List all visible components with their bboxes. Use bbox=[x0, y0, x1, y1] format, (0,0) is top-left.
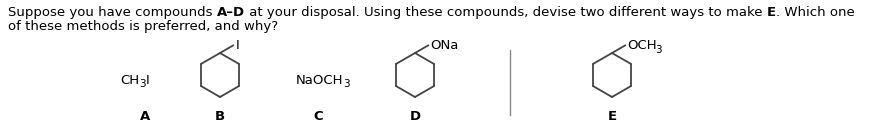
Text: B: B bbox=[215, 110, 225, 123]
Text: A: A bbox=[139, 110, 150, 123]
Text: A–D: A–D bbox=[217, 6, 245, 19]
Text: E: E bbox=[608, 110, 617, 123]
Text: E: E bbox=[766, 6, 776, 19]
Text: . Which one: . Which one bbox=[776, 6, 854, 19]
Text: C: C bbox=[313, 110, 323, 123]
Text: I: I bbox=[235, 39, 239, 52]
Text: at your disposal. Using these compounds, devise two different ways to make: at your disposal. Using these compounds,… bbox=[245, 6, 766, 19]
Text: Suppose you have compounds: Suppose you have compounds bbox=[8, 6, 217, 19]
Text: D: D bbox=[410, 110, 421, 123]
Text: 3: 3 bbox=[139, 79, 146, 89]
Text: ONa: ONa bbox=[431, 39, 459, 52]
Text: I: I bbox=[146, 74, 149, 87]
Text: of these methods is preferred, and why?: of these methods is preferred, and why? bbox=[8, 20, 278, 33]
Text: OCH: OCH bbox=[627, 39, 657, 52]
Text: NaOCH: NaOCH bbox=[296, 74, 344, 87]
Text: 3: 3 bbox=[655, 45, 662, 55]
Text: CH: CH bbox=[120, 74, 139, 87]
Text: 3: 3 bbox=[344, 79, 350, 89]
